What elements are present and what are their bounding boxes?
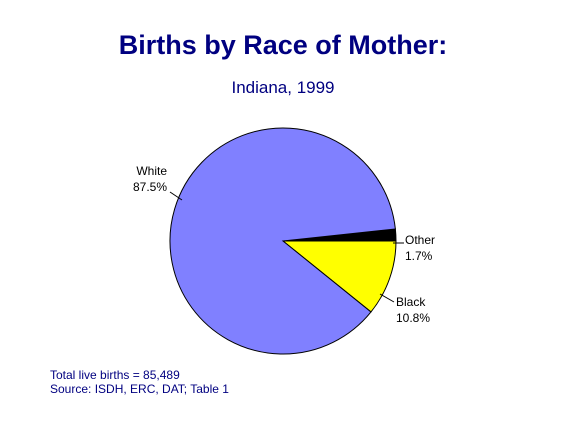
pie-slice-white — [169, 127, 396, 355]
slice-name-white: White — [136, 164, 167, 178]
slice-percent-other: 1.7% — [405, 249, 433, 263]
leader-line-black — [379, 293, 395, 303]
source-note: Source: ISDH, ERC, DAT; Table 1 — [50, 382, 229, 396]
footnote: Total live births = 85,489 Source: ISDH,… — [50, 368, 229, 396]
leader-line-white — [169, 191, 183, 201]
slice-name-black: Black — [396, 295, 426, 309]
total-births-note: Total live births = 85,489 — [50, 368, 180, 382]
chart-title: Births by Race of Mother: — [118, 30, 448, 60]
chart-subtitle: Indiana, 1999 — [231, 78, 335, 97]
slice-percent-black: 10.8% — [396, 311, 430, 325]
slice-percent-white: 87.5% — [133, 180, 167, 194]
slice-name-other: Other — [405, 233, 435, 247]
pie-slice-black — [281, 240, 397, 313]
